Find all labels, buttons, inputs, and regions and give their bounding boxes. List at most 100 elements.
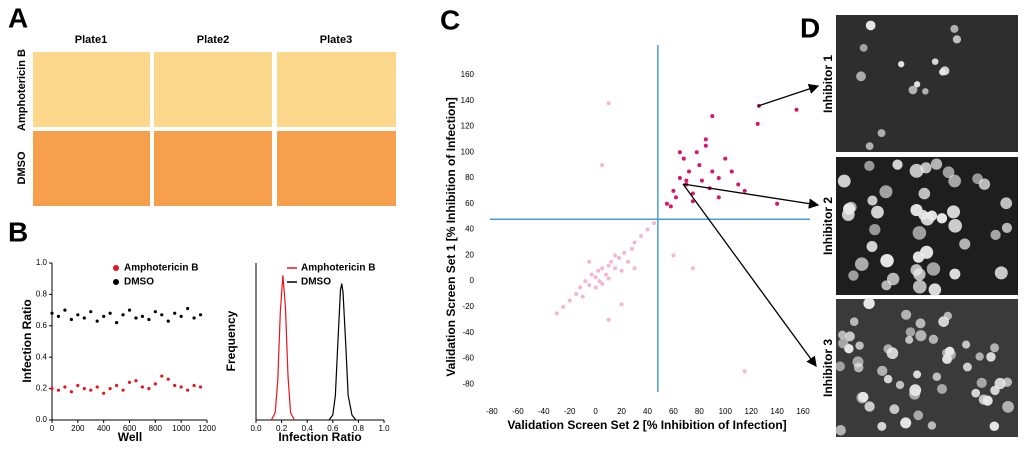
- point: [626, 259, 631, 264]
- cell: [858, 391, 869, 403]
- cell: [931, 58, 939, 65]
- x-tick-label: 140: [770, 407, 784, 416]
- cell: [905, 335, 914, 344]
- legend-label: DMSO: [124, 277, 154, 288]
- cell: [949, 268, 961, 280]
- point: [677, 176, 682, 180]
- point: [95, 385, 99, 389]
- x-axis-title: Well: [118, 430, 142, 444]
- point: [710, 169, 715, 174]
- point: [173, 311, 177, 315]
- point: [198, 385, 203, 389]
- point: [186, 388, 190, 392]
- x-tick-label: 1000: [172, 424, 190, 433]
- cell: [863, 297, 875, 310]
- point: [102, 391, 106, 395]
- y-tick-label: -20: [462, 302, 474, 311]
- x-tick-label: 20: [617, 407, 626, 416]
- cell: [889, 404, 900, 415]
- cell: [879, 185, 893, 199]
- cell: [948, 174, 961, 188]
- point: [56, 314, 61, 318]
- cell: [908, 85, 918, 95]
- cell: [856, 71, 866, 82]
- point: [596, 268, 601, 273]
- cell: [989, 421, 1000, 432]
- y-tick-label: 160: [461, 70, 475, 79]
- point: [63, 308, 67, 312]
- cell: [982, 395, 993, 406]
- point: [671, 253, 676, 258]
- y-tick-label: 60: [465, 199, 474, 208]
- cell: [930, 158, 943, 170]
- point: [690, 199, 695, 204]
- cell: [927, 421, 937, 430]
- y-tick-label: 120: [461, 122, 475, 131]
- cell: [971, 388, 981, 398]
- plots: 0 200 400 600 800 1000 12000.00.20.40.60.81.0W…: [20, 45, 810, 444]
- cell: [942, 166, 955, 179]
- point: [775, 201, 780, 206]
- point: [89, 310, 93, 314]
- x-tick-label: 0.4: [302, 424, 314, 433]
- cell: [994, 266, 1008, 280]
- point: [606, 101, 611, 106]
- y-tick-label: -40: [462, 328, 474, 337]
- point: [742, 369, 747, 374]
- line: [270, 275, 295, 421]
- point: [147, 387, 151, 391]
- point: [606, 317, 611, 322]
- point: [192, 316, 196, 320]
- cell: [928, 283, 942, 296]
- cell: [990, 385, 1000, 396]
- arrow: [757, 83, 820, 107]
- panel-label: C: [440, 4, 460, 35]
- y-tick-label: 0.2: [36, 384, 48, 393]
- cell: [986, 352, 996, 362]
- point: [69, 317, 73, 322]
- column-label: Plate3: [320, 34, 352, 46]
- point: [674, 195, 679, 200]
- point: [56, 388, 61, 392]
- point: [716, 176, 721, 180]
- cell: [926, 262, 941, 276]
- point: [710, 114, 715, 119]
- x-tick-label: 120: [745, 407, 759, 416]
- cell: [909, 388, 921, 400]
- point: [574, 292, 579, 296]
- x-tick-label: 160: [796, 407, 810, 416]
- cell: [854, 257, 869, 271]
- point: [736, 182, 741, 187]
- point: [593, 285, 598, 290]
- cell: [928, 334, 939, 344]
- y-tick-label: 1.0: [36, 258, 48, 267]
- plate: [33, 131, 150, 206]
- y-tick-label: 40: [465, 225, 474, 234]
- cell: [1001, 222, 1013, 233]
- panel-label: D: [800, 12, 820, 43]
- cell: [1002, 400, 1014, 413]
- cell: [886, 272, 900, 286]
- point: [76, 313, 80, 317]
- y-tick-label: 0.6: [36, 321, 48, 330]
- cell: [912, 279, 927, 294]
- column-label: Plate1: [75, 34, 107, 46]
- legend-swatch: [113, 265, 119, 271]
- x-axis-title: Validation Screen Set 2 [% Inhibition of…: [507, 418, 786, 432]
- cell: [898, 60, 905, 68]
- cell: [913, 410, 924, 421]
- point: [609, 259, 614, 264]
- cell: [920, 245, 934, 259]
- point: [114, 321, 119, 325]
- point: [76, 383, 80, 388]
- cell: [1002, 377, 1012, 387]
- cell: [880, 253, 894, 268]
- point: [82, 387, 86, 391]
- cell: [948, 219, 963, 233]
- point: [95, 319, 99, 323]
- cell: [867, 195, 878, 206]
- cell: [944, 348, 956, 361]
- legend-swatch: [113, 279, 119, 285]
- x-tick-label: 60: [669, 407, 678, 416]
